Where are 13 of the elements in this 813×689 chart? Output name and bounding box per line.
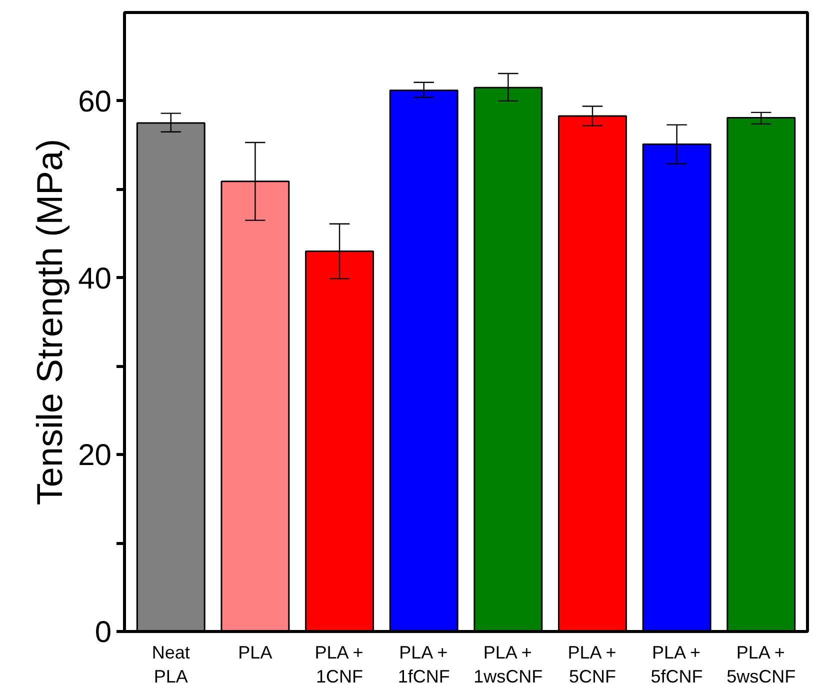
y-tick-label: 0 (94, 616, 112, 649)
x-tick-label: PLA + 5fCNF (650, 642, 703, 686)
x-tick-label: PLA + 5wsCNF (726, 642, 796, 686)
y-tick-label: 20 (78, 439, 112, 472)
x-tick-label: PLA + 1wsCNF (474, 642, 543, 686)
y-axis-title: Tensile Strength (MPa) (29, 138, 70, 506)
x-tick-label: PLA + 1CNF (314, 642, 364, 686)
y-tick-label: 40 (78, 262, 112, 296)
x-tick-label: PLA (238, 642, 272, 662)
y-tick-label: 60 (78, 85, 112, 118)
x-tick-label: PLA + 1fCNF (398, 642, 450, 686)
x-tick-label: PLA + 5CNF (568, 642, 616, 686)
x-tick-label: Neat PLA (152, 642, 190, 686)
